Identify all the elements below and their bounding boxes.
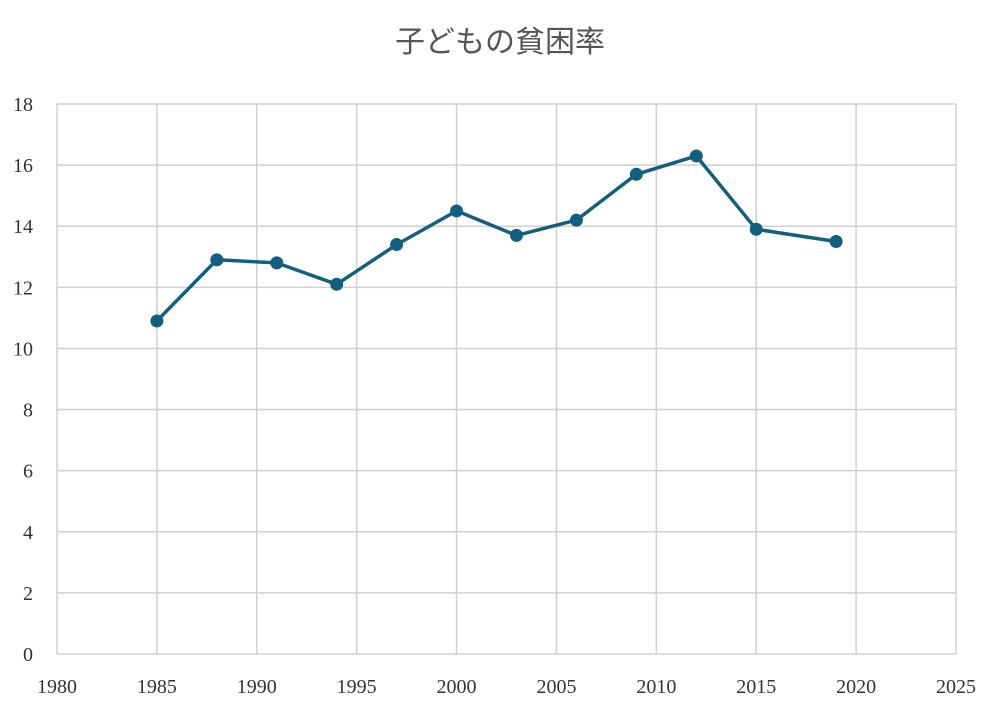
data-point: [330, 277, 344, 291]
data-point: [629, 167, 643, 181]
y-tick-label: 2: [23, 583, 33, 605]
y-tick-label: 18: [13, 94, 33, 116]
data-point: [509, 228, 523, 242]
x-axis-ticks: 1980 1985 1990 1995 2000 2005 2010 2015 2020 2025: [37, 676, 976, 698]
y-tick-label: 16: [13, 155, 33, 177]
y-tick-label: 8: [23, 400, 33, 422]
data-point: [569, 213, 583, 227]
y-tick-label: 0: [23, 644, 33, 666]
data-point: [270, 256, 284, 270]
x-tick-label: 1990: [237, 676, 277, 698]
data-point: [829, 235, 843, 248]
y-tick-label: 10: [13, 338, 33, 360]
x-tick-label: 2025: [936, 676, 976, 698]
x-tick-label: 2010: [636, 676, 676, 698]
y-tick-label: 14: [13, 216, 33, 238]
data-point: [689, 149, 703, 163]
x-tick-label: 2005: [536, 676, 576, 698]
y-tick-label: 6: [23, 461, 33, 483]
x-tick-label: 1980: [37, 676, 77, 698]
series-layer: [150, 149, 843, 328]
data-point: [390, 238, 404, 252]
grid-layer: [56, 103, 957, 655]
x-tick-label: 2020: [836, 676, 876, 698]
chart-title: 子どもの貧困率: [395, 25, 605, 60]
y-axis-ticks: 0 2 4 6 8 10 12 14 16 18: [13, 94, 33, 666]
x-tick-label: 2000: [437, 676, 477, 698]
x-tick-label: 1995: [337, 676, 377, 698]
data-point: [749, 222, 763, 236]
data-point: [210, 253, 224, 267]
y-tick-label: 12: [13, 277, 33, 299]
data-point: [150, 314, 164, 328]
x-tick-label: 2015: [736, 676, 776, 698]
x-tick-label: 1985: [137, 676, 177, 698]
data-point: [450, 204, 464, 218]
series-line: [155, 154, 838, 323]
y-tick-label: 4: [23, 522, 33, 544]
